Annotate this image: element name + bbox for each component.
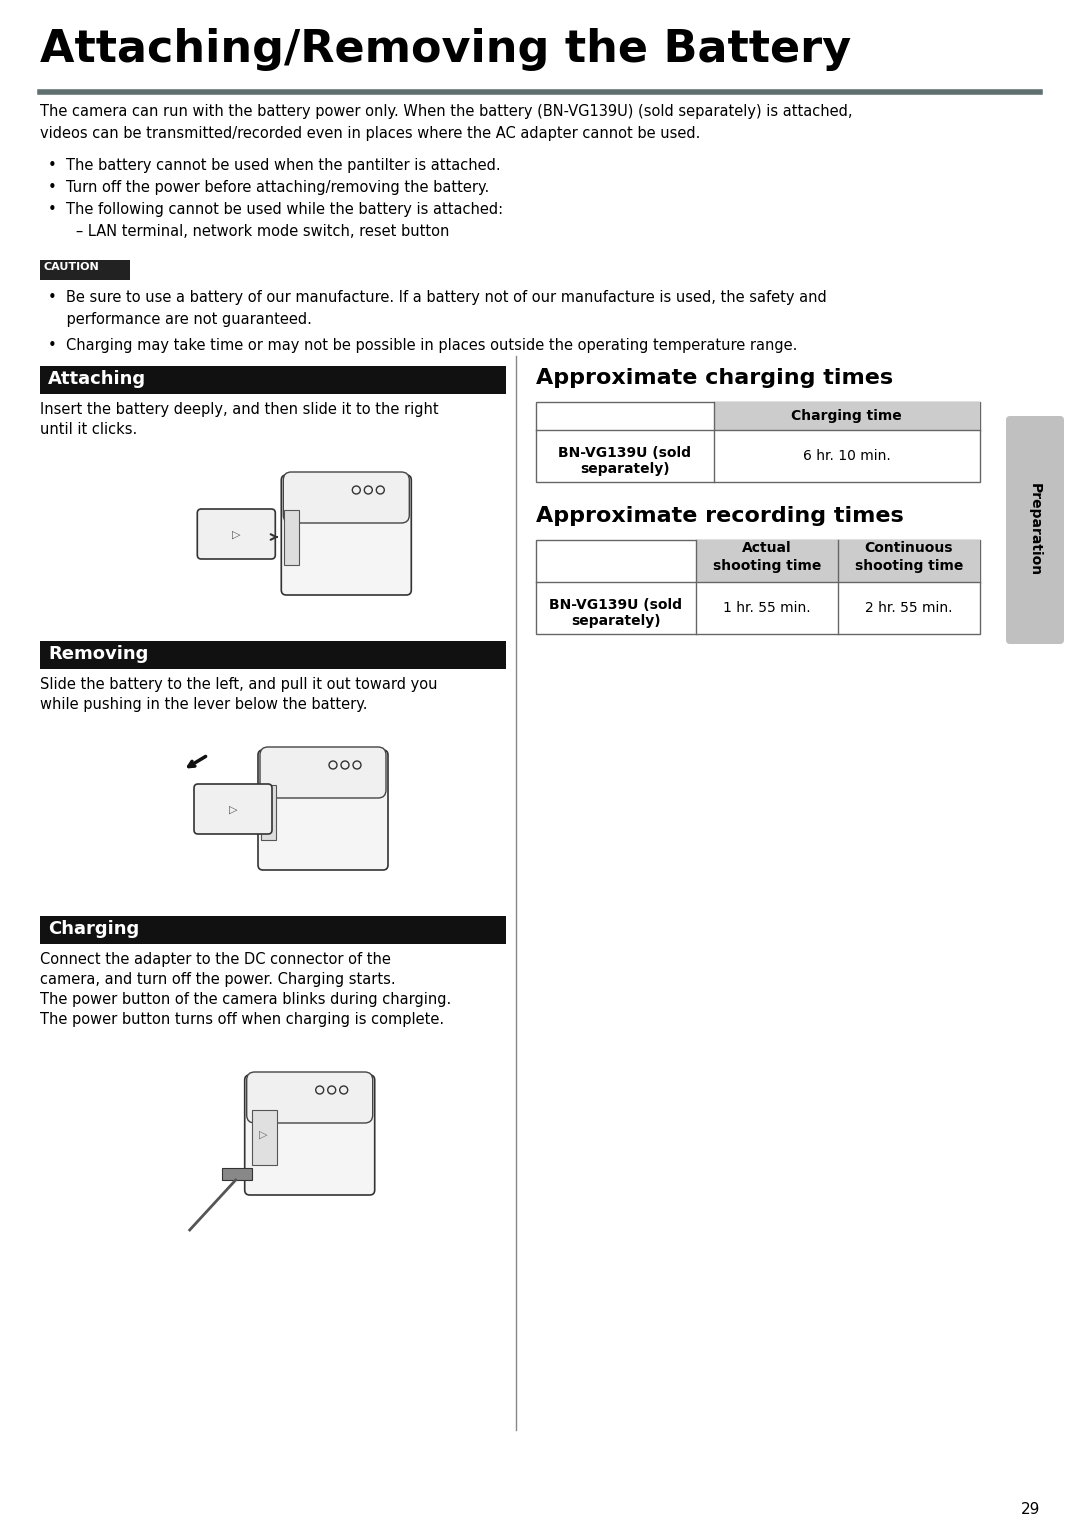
Text: Removing: Removing: [48, 644, 148, 663]
Bar: [40, 916, 507, 944]
Text: separately): separately): [571, 614, 661, 628]
FancyBboxPatch shape: [198, 508, 275, 559]
Text: Approximate charging times: Approximate charging times: [536, 368, 893, 388]
FancyBboxPatch shape: [1005, 415, 1064, 644]
Bar: [221, 1168, 252, 1180]
Text: •  The battery cannot be used when the pantilter is attached.: • The battery cannot be used when the pa…: [48, 157, 501, 173]
Text: BN-VG139U (sold: BN-VG139U (sold: [558, 446, 691, 460]
Bar: [536, 402, 980, 483]
Text: Continuous
shooting time: Continuous shooting time: [854, 541, 963, 573]
Text: CAUTION: CAUTION: [44, 263, 99, 272]
Text: •  Charging may take time or may not be possible in places outside the operating: • Charging may take time or may not be p…: [48, 337, 797, 353]
Text: videos can be transmitted/recorded even in places where the AC adapter cannot be: videos can be transmitted/recorded even …: [40, 127, 700, 140]
Text: Preparation: Preparation: [1028, 484, 1042, 577]
FancyBboxPatch shape: [194, 783, 272, 834]
Text: camera, and turn off the power. Charging starts.: camera, and turn off the power. Charging…: [40, 973, 395, 986]
Text: The power button of the camera blinks during charging.: The power button of the camera blinks du…: [40, 993, 451, 1006]
Bar: [40, 366, 507, 394]
Text: The camera can run with the battery power only. When the battery (BN-VG139U) (so: The camera can run with the battery powe…: [40, 104, 852, 119]
Text: 1 hr. 55 min.: 1 hr. 55 min.: [724, 602, 811, 615]
Bar: [536, 541, 980, 634]
FancyBboxPatch shape: [246, 1072, 373, 1122]
Text: while pushing in the lever below the battery.: while pushing in the lever below the bat…: [40, 696, 367, 712]
FancyBboxPatch shape: [260, 747, 386, 799]
Text: performance are not guaranteed.: performance are not guaranteed.: [48, 312, 312, 327]
Bar: [696, 541, 838, 582]
Text: Connect the adapter to the DC connector of the: Connect the adapter to the DC connector …: [40, 951, 391, 967]
Text: ▷: ▷: [229, 805, 238, 815]
Text: Actual
shooting time: Actual shooting time: [713, 541, 821, 573]
Bar: [261, 785, 276, 840]
Text: ▷: ▷: [232, 530, 241, 541]
FancyBboxPatch shape: [245, 1075, 375, 1196]
Bar: [252, 1110, 276, 1165]
Text: Attaching: Attaching: [48, 370, 146, 388]
Bar: [40, 641, 507, 669]
Text: until it clicks.: until it clicks.: [40, 421, 137, 437]
Text: separately): separately): [580, 463, 670, 476]
Bar: [284, 510, 299, 565]
Bar: [40, 260, 130, 279]
Text: 29: 29: [1021, 1503, 1040, 1516]
Text: Charging: Charging: [48, 919, 139, 938]
Text: Attaching/Removing the Battery: Attaching/Removing the Battery: [40, 27, 851, 70]
Text: Charging time: Charging time: [792, 409, 902, 423]
Text: BN-VG139U (sold: BN-VG139U (sold: [550, 599, 683, 612]
Bar: [714, 402, 980, 431]
Text: ▷: ▷: [259, 1130, 268, 1141]
Text: Approximate recording times: Approximate recording times: [536, 505, 904, 525]
Text: 6 hr. 10 min.: 6 hr. 10 min.: [802, 449, 891, 463]
Text: 2 hr. 55 min.: 2 hr. 55 min.: [865, 602, 953, 615]
FancyBboxPatch shape: [258, 750, 388, 870]
Text: Insert the battery deeply, and then slide it to the right: Insert the battery deeply, and then slid…: [40, 402, 438, 417]
FancyBboxPatch shape: [283, 472, 409, 524]
Text: – LAN terminal, network mode switch, reset button: – LAN terminal, network mode switch, res…: [62, 224, 449, 240]
Text: •  Turn off the power before attaching/removing the battery.: • Turn off the power before attaching/re…: [48, 180, 489, 195]
FancyBboxPatch shape: [281, 475, 411, 596]
Text: •  The following cannot be used while the battery is attached:: • The following cannot be used while the…: [48, 202, 503, 217]
Text: •  Be sure to use a battery of our manufacture. If a battery not of our manufact: • Be sure to use a battery of our manufa…: [48, 290, 827, 305]
Text: Slide the battery to the left, and pull it out toward you: Slide the battery to the left, and pull …: [40, 676, 437, 692]
Bar: [838, 541, 980, 582]
Text: The power button turns off when charging is complete.: The power button turns off when charging…: [40, 1012, 444, 1028]
